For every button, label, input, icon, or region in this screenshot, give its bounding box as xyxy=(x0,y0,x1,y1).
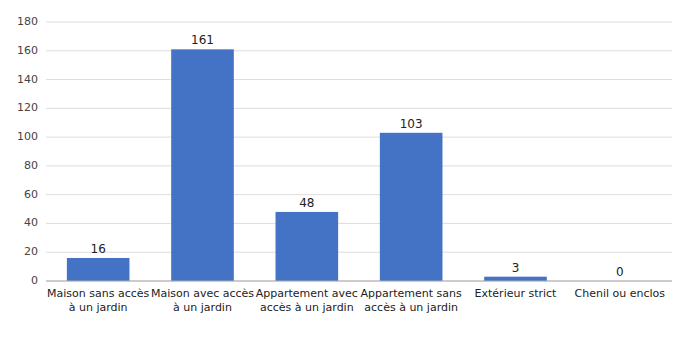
grid-line xyxy=(46,22,672,23)
y-tick-label: 180 xyxy=(17,15,38,28)
x-tick-label: Maison avec accèsà un jardin xyxy=(151,287,254,314)
y-tick-label: 80 xyxy=(24,159,38,172)
y-tick-label: 0 xyxy=(31,274,38,287)
chart: 0 20 40 60 80 100 120 140 160 180 16 161 48 103 3 0 Mais… xyxy=(0,0,684,339)
y-tick-label: 120 xyxy=(17,101,38,114)
x-tick-label: Chenil ou enclos xyxy=(575,287,666,300)
y-tick-label: 140 xyxy=(17,73,38,86)
x-tick-label: Maison sans accèsà un jardin xyxy=(47,287,149,314)
y-axis: 0 20 40 60 80 100 120 140 160 180 xyxy=(17,15,38,287)
x-tick-label: Extérieur strict xyxy=(475,287,558,300)
grid xyxy=(46,22,672,281)
x-tick-label: Appartement sansaccès à un jardin xyxy=(361,287,463,314)
x-tick-label: Appartement avecaccès à un jardin xyxy=(256,287,358,314)
bar xyxy=(484,277,547,281)
y-tick-label: 20 xyxy=(24,245,38,258)
data-label: 3 xyxy=(512,261,520,275)
y-tick-label: 60 xyxy=(24,188,38,201)
grid-line xyxy=(46,281,672,282)
grid-line xyxy=(46,137,672,138)
y-tick-label: 100 xyxy=(17,130,38,143)
y-tick-label: 160 xyxy=(17,44,38,57)
data-label: 48 xyxy=(299,196,314,210)
data-label: 103 xyxy=(400,117,423,131)
x-axis-line xyxy=(46,281,672,282)
data-labels: 16 161 48 103 3 0 xyxy=(91,33,624,279)
grid-line xyxy=(46,252,672,253)
bar xyxy=(380,133,443,281)
bar xyxy=(171,49,234,281)
grid-line xyxy=(46,194,672,195)
grid-line xyxy=(46,108,672,109)
grid-line xyxy=(46,223,672,224)
data-label: 0 xyxy=(616,265,624,279)
bars xyxy=(67,49,547,281)
bar xyxy=(67,258,130,281)
bar xyxy=(276,212,339,281)
data-label: 16 xyxy=(91,242,106,256)
data-label: 161 xyxy=(191,33,214,47)
grid-line xyxy=(46,79,672,80)
grid-line xyxy=(46,165,672,166)
x-axis: Maison sans accèsà un jardinMaison avec … xyxy=(46,281,672,314)
grid-line xyxy=(46,50,672,51)
chart-container: 0 20 40 60 80 100 120 140 160 180 16 161 48 103 3 0 Mais… xyxy=(0,0,684,339)
y-tick-label: 40 xyxy=(24,216,38,229)
